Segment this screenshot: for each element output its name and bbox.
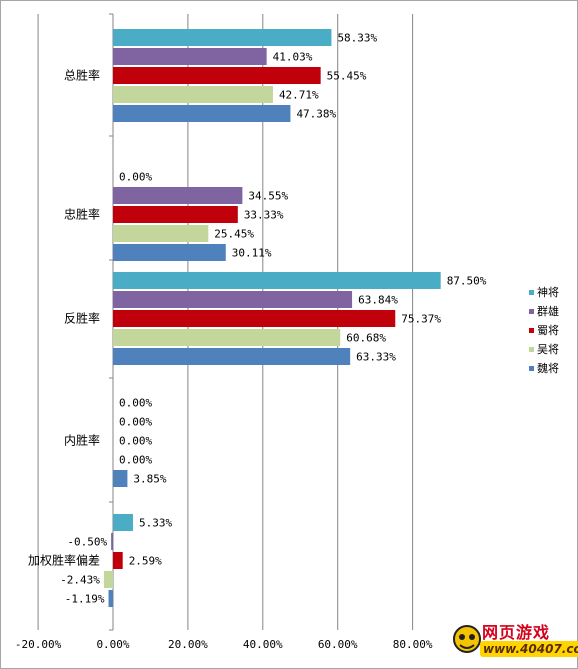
legend-swatch — [529, 366, 534, 371]
bar — [113, 105, 291, 122]
data-label: 5.33% — [139, 517, 172, 530]
data-label: 60.68% — [346, 332, 386, 345]
category-label: 内胜率 — [64, 433, 100, 448]
bar — [113, 514, 133, 531]
data-label: 33.33% — [244, 209, 284, 222]
data-label: 47.38% — [296, 108, 336, 121]
data-label: 63.33% — [356, 351, 396, 364]
legend-swatch — [529, 328, 534, 333]
category-label: 总胜率 — [64, 68, 100, 83]
category-label: 忠胜率 — [64, 207, 100, 222]
data-label: 55.45% — [327, 70, 367, 83]
data-label: 0.00% — [119, 416, 152, 429]
legend-label: 吴将 — [537, 343, 559, 356]
site-logo: 网页游戏 www.40407.com — [452, 617, 578, 665]
x-tick-label: 0.00% — [96, 638, 129, 651]
data-label: 0.00% — [119, 171, 152, 184]
data-label: 0.00% — [119, 435, 152, 448]
watermark-title: 网页游戏 — [482, 623, 551, 642]
legend-label: 群雄 — [537, 304, 559, 318]
bar — [113, 29, 332, 46]
category-label: 反胜率 — [64, 311, 100, 326]
bar — [113, 86, 273, 103]
legend-label: 蜀将 — [537, 324, 559, 337]
bar — [108, 590, 113, 607]
data-label: 42.71% — [279, 89, 319, 102]
data-label: -0.50% — [67, 536, 107, 549]
watermark-url: www.40407.com — [480, 641, 578, 657]
bar — [113, 48, 267, 65]
bar — [111, 533, 113, 550]
legend-label: 神将 — [537, 285, 559, 299]
mascot-icon — [453, 625, 481, 653]
bar — [113, 206, 238, 223]
bar — [113, 272, 441, 289]
legend-swatch — [529, 290, 534, 295]
legend-swatch — [529, 309, 534, 314]
x-tick-label: 20.00% — [168, 638, 208, 651]
legend-label: 魏将 — [537, 361, 559, 375]
bar — [113, 470, 128, 487]
bar — [113, 329, 341, 346]
bar — [113, 310, 396, 327]
data-label: 87.50% — [447, 275, 487, 288]
bar — [113, 348, 351, 365]
bar — [113, 187, 243, 204]
x-tick-label: 60.00% — [318, 638, 358, 651]
legend-swatch — [529, 347, 534, 352]
data-label: 30.11% — [232, 247, 272, 260]
bar — [113, 225, 209, 242]
x-tick-label: -20.00% — [15, 638, 62, 651]
data-label: 58.33% — [337, 32, 377, 45]
data-label: 0.00% — [119, 454, 152, 467]
x-tick-label: 80.00% — [393, 638, 433, 651]
data-label: 25.45% — [214, 228, 254, 241]
x-tick-label: 40.00% — [243, 638, 283, 651]
bar — [113, 244, 226, 261]
data-label: 75.37% — [401, 313, 441, 326]
data-label: 63.84% — [358, 294, 398, 307]
data-label: 34.55% — [248, 190, 288, 203]
data-label: 3.85% — [133, 473, 166, 486]
data-label: 0.00% — [119, 397, 152, 410]
category-label: 加权胜率偏差 — [28, 553, 100, 568]
data-label: -1.19% — [65, 593, 105, 606]
bar — [113, 291, 353, 308]
bar — [113, 552, 123, 569]
bar — [113, 67, 321, 84]
data-label: 41.03% — [273, 51, 313, 64]
bar — [103, 571, 113, 588]
data-label: -2.43% — [60, 574, 100, 587]
data-label: 2.59% — [129, 555, 162, 568]
